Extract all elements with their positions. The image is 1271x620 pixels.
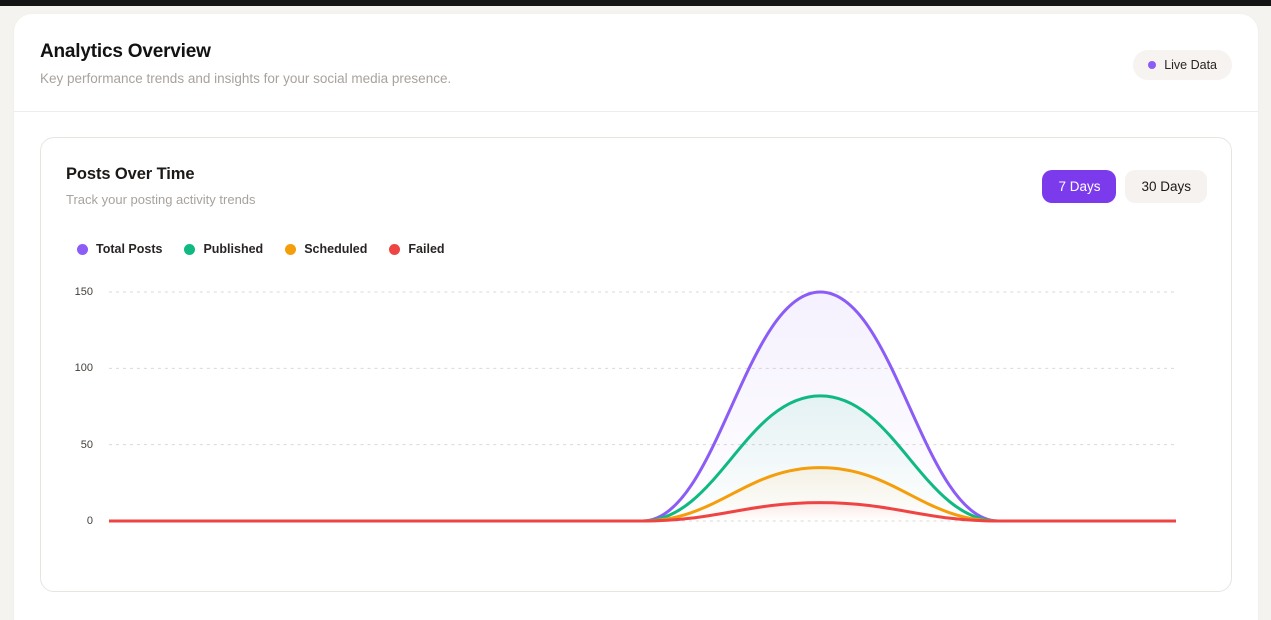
legend-label: Published <box>203 242 264 256</box>
legend-label: Scheduled <box>304 242 368 256</box>
legend-label: Total Posts <box>96 242 163 256</box>
chart-plot-area <box>108 290 1176 523</box>
series-line-published <box>108 394 1176 523</box>
legend-label: Failed <box>408 242 445 256</box>
series-area-total-posts <box>109 292 1176 521</box>
legend-item-scheduled: Scheduled <box>285 242 367 256</box>
posts-over-time-card: Posts Over Time Track your posting activ… <box>40 137 1232 592</box>
main-panel: Analytics Overview Key performance trend… <box>14 14 1258 620</box>
series-area-failed <box>109 502 1176 521</box>
legend-item-failed: Failed <box>389 242 445 256</box>
range-30-days-button[interactable]: 30 Days <box>1125 170 1207 203</box>
legend-item-total-posts: Total Posts <box>77 242 162 256</box>
card-header: Posts Over Time Track your posting activ… <box>66 165 256 207</box>
top-accent-bar <box>0 0 1271 6</box>
page-header: Analytics Overview Key performance trend… <box>14 14 1258 86</box>
y-tick-label-150: 150 <box>74 286 93 298</box>
legend-dot-published <box>184 243 196 255</box>
series-area-published <box>109 395 1176 521</box>
series-area-scheduled <box>109 467 1176 521</box>
live-data-label: Live Data <box>1164 58 1217 72</box>
y-tick-label-0: 0 <box>86 515 93 527</box>
chart-legend: Total Posts Published Scheduled Failed <box>77 242 445 256</box>
page-title: Analytics Overview <box>40 41 211 62</box>
series-line-scheduled <box>108 466 1176 523</box>
series-line-failed <box>108 501 1176 523</box>
line-chart <box>108 290 1176 523</box>
range-7-days-button[interactable]: 7 Days <box>1042 170 1117 203</box>
card-subtitle: Track your posting activity trends <box>66 192 256 207</box>
legend-dot-failed <box>389 243 401 255</box>
legend-item-published: Published <box>184 242 263 256</box>
y-axis: 0 50 100 150 <box>41 286 93 527</box>
legend-dot-scheduled <box>285 243 297 255</box>
range-toggle-group: 7 Days 30 Days <box>1042 170 1207 203</box>
content-area: Posts Over Time Track your posting activ… <box>14 112 1258 592</box>
live-data-badge: Live Data <box>1133 50 1232 80</box>
legend-dot-total-posts <box>77 243 88 255</box>
y-tick-label-50: 50 <box>80 438 93 451</box>
series-line-total-posts <box>108 290 1176 523</box>
live-dot-icon <box>1148 61 1157 69</box>
header-divider <box>14 111 1258 112</box>
page-subtitle: Key performance trends and insights for … <box>40 71 452 86</box>
y-tick-label-100: 100 <box>74 362 93 375</box>
card-title: Posts Over Time <box>66 165 195 183</box>
